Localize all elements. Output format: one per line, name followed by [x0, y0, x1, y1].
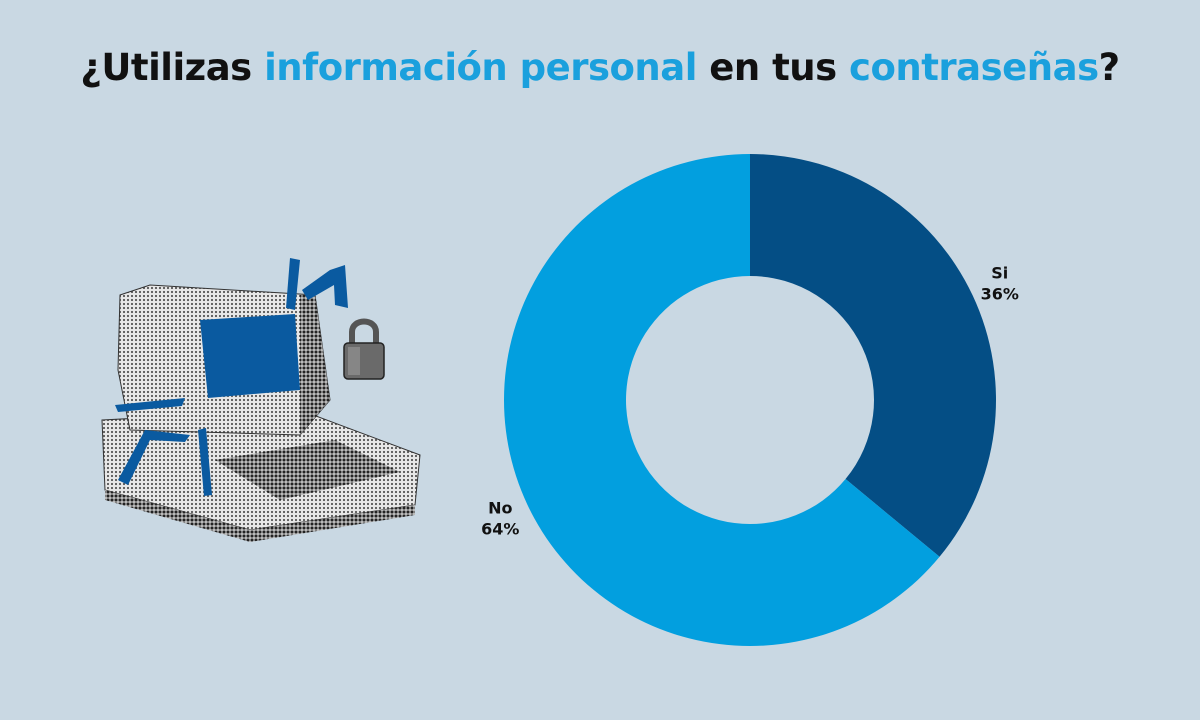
computer-screen: [200, 314, 300, 398]
padlock-icon: [343, 318, 385, 380]
retro-computer-icon: [101, 258, 421, 542]
slice-label-no: No 64%: [481, 499, 519, 539]
donut-slice-si: [750, 154, 996, 557]
title-highlight-2: contraseñas: [849, 46, 1099, 89]
title-part-3: en tus: [696, 46, 850, 89]
slice-labels: Si 36% No 64%: [481, 263, 1019, 538]
chart-title: ¿Utilizas información personal en tus co…: [0, 46, 1200, 89]
title-part-5: ?: [1098, 46, 1120, 89]
donut-slice-no: [503, 154, 940, 646]
title-part-1: ¿Utilizas: [80, 46, 265, 89]
title-highlight-1: información personal: [264, 46, 697, 89]
slice-label-si: Si 36%: [981, 263, 1019, 303]
donut-slices: [503, 154, 996, 646]
